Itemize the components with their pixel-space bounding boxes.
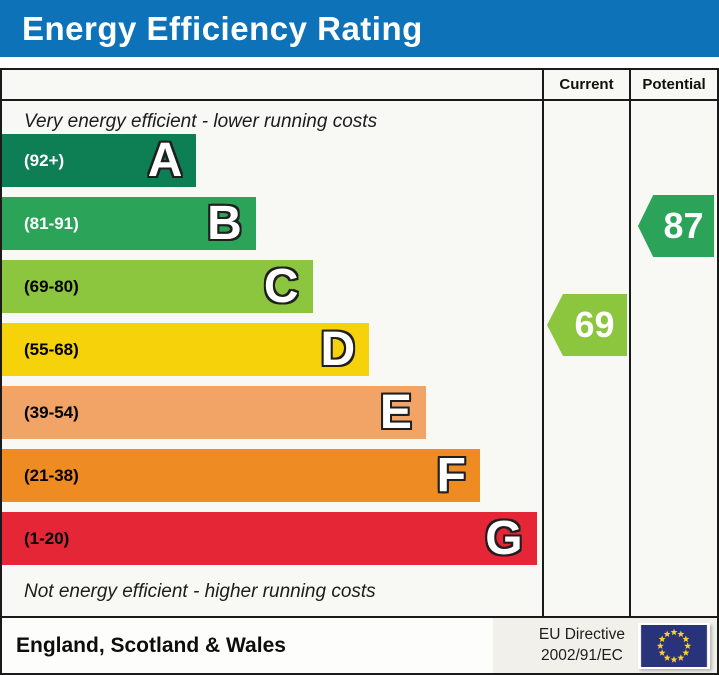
band-f-letter: F [435,448,467,502]
bottom-note: Not energy efficient - higher running co… [24,581,376,602]
top-note: Very energy efficient - lower running co… [24,111,378,132]
band-c-letter: C [263,259,300,313]
band-b-range: (81-91) [24,213,79,233]
band-e-range: (39-54) [24,402,79,422]
current-rating-arrow: 69 [547,294,627,356]
current-column: 69 [542,101,629,616]
header-spacer [2,70,542,101]
band-e-letter: E [379,385,414,439]
eu-directive-line1: EU Directive [538,626,625,644]
potential-rating-value: 87 [663,205,704,246]
band-c-range: (69-80) [24,276,79,296]
band-a-range: (92+) [24,150,65,170]
band-d-letter: D [319,322,356,376]
current-rating-value: 69 [574,304,615,345]
table-footer: England, Scotland & Wales EU Directive 2… [2,616,717,673]
band-g-range: (1-20) [24,528,70,548]
band-a-letter: A [146,133,183,187]
page-title: Energy Efficiency Rating [22,9,423,47]
eu-directive-panel: EU Directive 2002/91/EC [492,618,717,673]
band-g: (1-20) G [2,512,537,565]
band-c: (69-80) C [2,260,313,313]
band-e: (39-54) E [2,386,426,439]
rating-table: Current Potential Very energy efficient … [0,68,719,675]
potential-rating-arrow: 87 [638,195,714,257]
band-f: (21-38) F [2,449,480,502]
potential-column: 87 [629,101,717,616]
eu-directive-label: EU Directive 2002/91/EC [539,625,625,665]
band-a: (92+) A [2,133,197,187]
header-potential: Potential [629,70,717,101]
band-b: (81-91) B [2,197,256,250]
region-label: England, Scotland & Wales [16,633,286,657]
band-d-range: (55-68) [24,339,79,359]
rating-scale: Very energy efficient - lower running co… [2,101,542,616]
eu-directive-line2: 2002/91/EC [540,646,623,664]
band-g-letter: G [484,511,524,565]
band-f-range: (21-38) [24,465,79,485]
header-current: Current [542,70,629,101]
eu-flag-icon [638,622,710,669]
band-b-letter: B [206,196,243,250]
title-bar: Energy Efficiency Rating [0,0,719,57]
band-d: (55-68) D [2,322,370,376]
